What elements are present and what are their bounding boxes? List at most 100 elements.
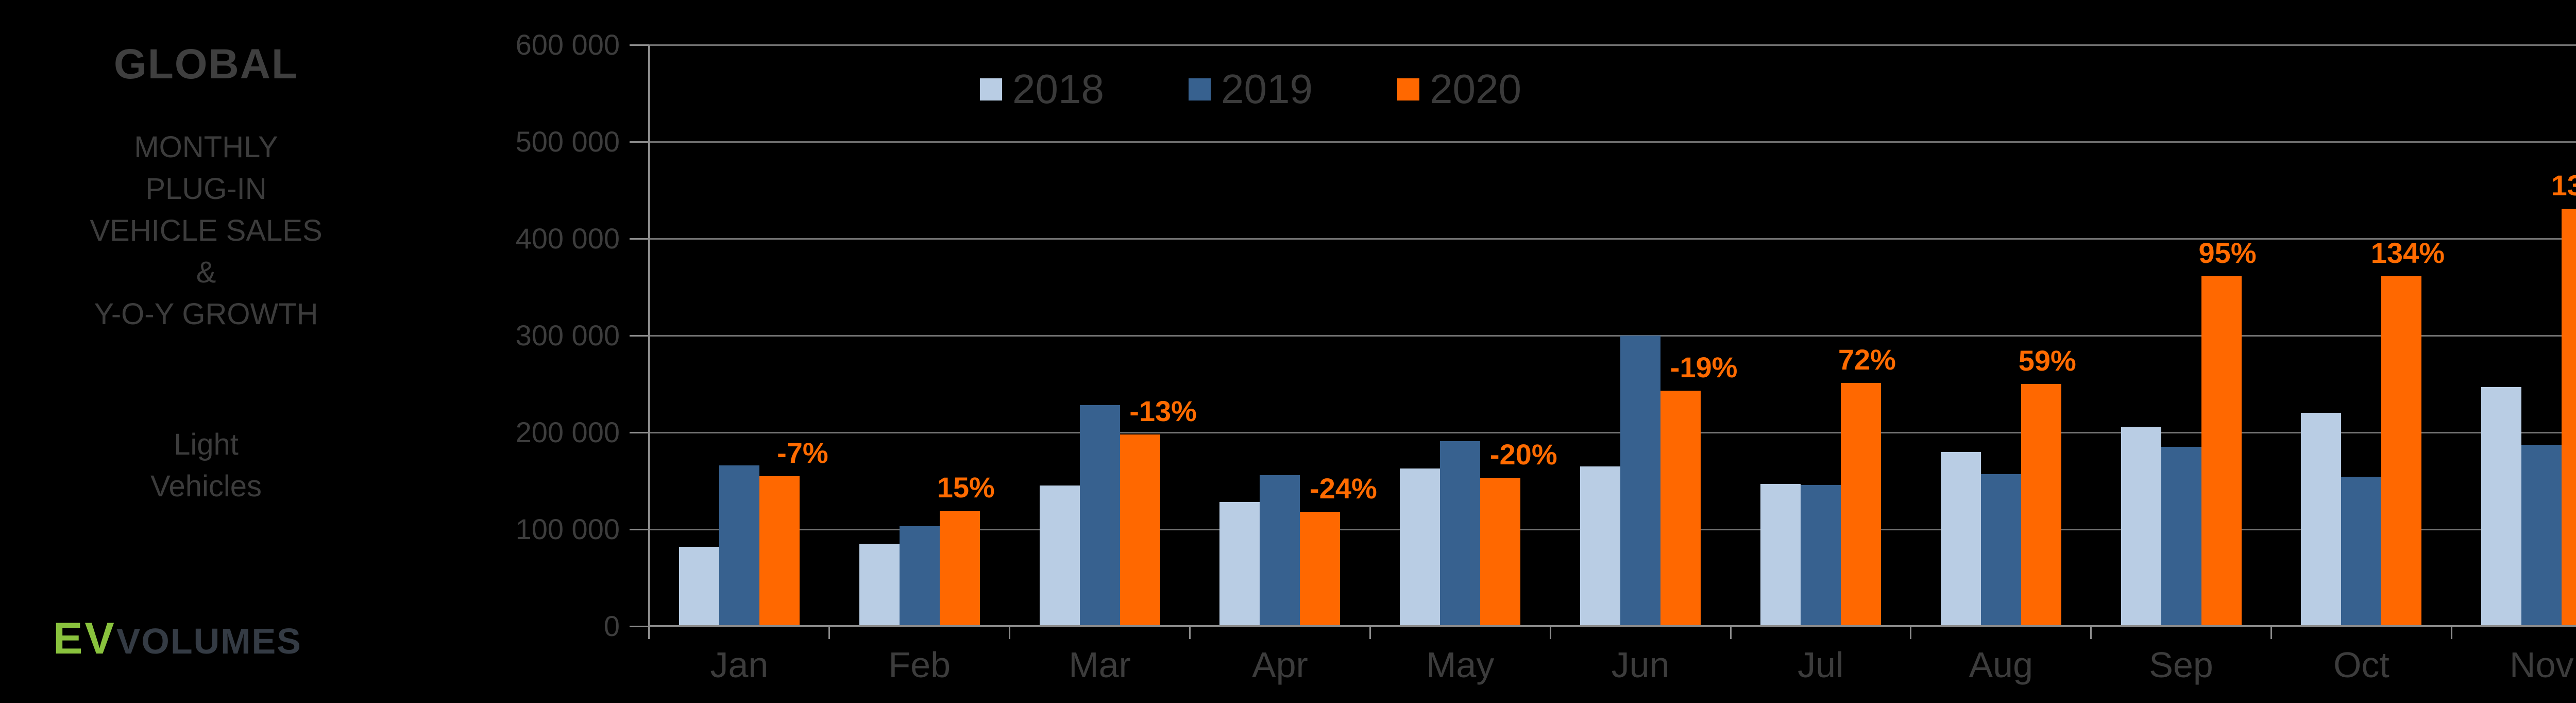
y-tick [630, 141, 649, 143]
segment-line: Vehicles [150, 470, 262, 503]
bar-2020-may [1480, 478, 1521, 626]
y-tick [630, 528, 649, 530]
legend-label-2020: 2020 [1430, 66, 1521, 112]
bar-2018-jul [1760, 483, 1801, 626]
y-tick [630, 334, 649, 337]
bar-2019-aug [1980, 474, 2021, 626]
subtitle-line: Y-O-Y GROWTH [94, 297, 318, 331]
y-axis-label: 0 [603, 610, 620, 642]
y-axis-label: 500 000 [515, 125, 620, 158]
bar-2018-nov [2481, 387, 2522, 626]
x-axis-label-mar: Mar [1069, 645, 1131, 685]
gridline-300000 [649, 334, 2576, 337]
y-tick [630, 431, 649, 433]
growth-label-nov: 131% [2551, 169, 2576, 202]
bar-2020-oct [2381, 276, 2422, 626]
subtitle-line: MONTHLY [134, 130, 278, 164]
bar-2018-jan [679, 546, 719, 626]
gridline-200000 [649, 431, 2576, 433]
bar-2020-jan [759, 476, 800, 626]
bar-2020-sep [2201, 276, 2242, 626]
x-tick [1549, 626, 1551, 639]
bar-2019-apr [1260, 475, 1300, 626]
growth-label-jun: -19% [1670, 351, 1738, 384]
legend-swatch-2019 [1189, 78, 1211, 101]
x-axis-label-nov: Nov [2510, 645, 2574, 685]
x-axis-label-aug: Aug [1969, 645, 2033, 685]
gridline-500000 [649, 141, 2576, 143]
page-subtitle: MONTHLY PLUG-IN VEHICLE SALES & Y-O-Y GROWTH [0, 126, 412, 335]
y-axis-label: 100 000 [515, 513, 620, 545]
bar-2018-feb [859, 544, 900, 626]
bar-2020-jun [1660, 391, 1701, 626]
bar-2019-oct [2341, 477, 2382, 626]
x-axis-label-may: May [1426, 645, 1495, 685]
subtitle-line: VEHICLE SALES [90, 214, 323, 247]
growth-label-may: -20% [1489, 438, 1557, 471]
y-axis-label: 400 000 [515, 222, 620, 255]
bar-2019-nov [2521, 445, 2562, 626]
bar-2019-sep [2161, 447, 2201, 626]
x-axis-label-oct: Oct [2333, 645, 2389, 685]
bar-2020-nov [2562, 208, 2576, 626]
bar-2018-oct [2301, 413, 2342, 626]
bar-2019-jun [1620, 336, 1661, 626]
bar-2020-apr [1300, 512, 1341, 626]
bar-2018-aug [1940, 451, 1981, 626]
growth-label-feb: 15% [937, 471, 995, 504]
gridline-400000 [649, 238, 2576, 240]
bar-2018-may [1400, 468, 1440, 626]
x-tick [2090, 626, 2092, 639]
y-tick [630, 625, 649, 627]
x-tick [1189, 626, 1191, 639]
page-title: GLOBAL [113, 41, 299, 88]
x-tick [828, 626, 831, 639]
growth-label-aug: 59% [2018, 344, 2076, 377]
legend-item-2020: 2020 [1397, 67, 1521, 111]
left-panel: GLOBAL MONTHLY PLUG-IN VEHICLE SALES & Y-O-Y… [0, 0, 412, 703]
y-axis-line [648, 45, 650, 639]
bar-2019-may [1440, 441, 1481, 626]
legend-item-2019: 2019 [1189, 67, 1313, 111]
x-axis-label-feb: Feb [888, 645, 951, 685]
x-axis-label-apr: Apr [1251, 645, 1308, 685]
bar-2019-jan [719, 465, 759, 626]
x-tick [2450, 626, 2452, 639]
subtitle-line: & [196, 256, 216, 289]
logo-volumes-text: VOLUMES [116, 621, 302, 661]
bar-2019-mar [1079, 405, 1120, 626]
growth-label-jul: 72% [1838, 343, 1896, 376]
legend-label-2018: 2018 [1012, 66, 1104, 112]
x-axis-label-jan: Jan [710, 645, 769, 685]
logo-ev-text: EV [53, 614, 116, 663]
x-axis-label-jul: Jul [1798, 645, 1844, 685]
bar-2020-aug [2021, 384, 2061, 626]
x-tick [1910, 626, 1912, 639]
bar-2020-jul [1840, 383, 1881, 626]
bar-2019-jul [1800, 484, 1841, 626]
x-tick [1730, 626, 1732, 639]
legend-item-2018: 2018 [980, 67, 1104, 111]
x-tick [2270, 626, 2272, 639]
segment-line: Light [174, 428, 239, 461]
legend-label-2019: 2019 [1221, 66, 1313, 112]
legend-swatch-2020 [1397, 78, 1419, 101]
growth-label-sep: 95% [2198, 237, 2257, 270]
bar-2020-mar [1120, 434, 1160, 626]
bar-2018-apr [1219, 502, 1260, 626]
segment-label: Light Vehicles [0, 424, 412, 507]
bar-2018-sep [2121, 426, 2161, 626]
x-tick [1369, 626, 1371, 639]
growth-label-apr: -24% [1310, 472, 1377, 505]
y-axis-label: 300 000 [515, 319, 620, 352]
legend-swatch-2018 [980, 78, 1002, 101]
subtitle-line: PLUG-IN [145, 172, 267, 206]
y-tick [630, 238, 649, 240]
gridline-600000 [649, 44, 2576, 46]
bar-2020-feb [939, 511, 980, 626]
x-axis-line [649, 625, 2576, 627]
x-axis-label-sep: Sep [2149, 645, 2213, 685]
growth-label-jan: -7% [777, 436, 828, 469]
